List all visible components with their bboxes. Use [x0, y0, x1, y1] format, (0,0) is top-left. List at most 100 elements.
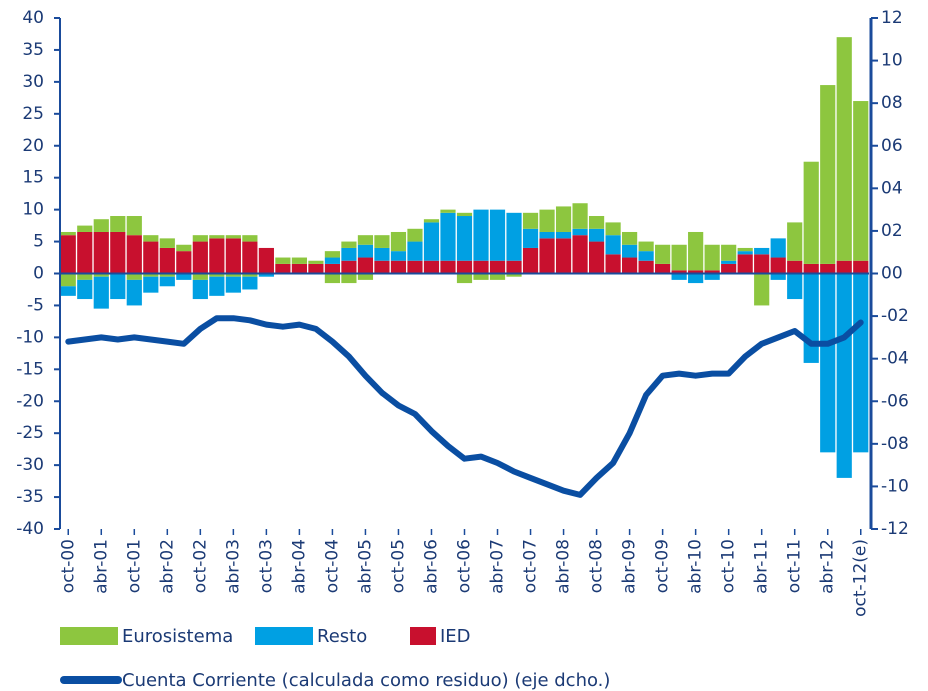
- y2-tick-label: 10: [881, 51, 903, 71]
- bar-segment: [737, 254, 753, 274]
- x-tick-label: abr-07: [488, 539, 508, 594]
- bar-segment: [655, 263, 671, 274]
- y-tick-label: 25: [22, 104, 44, 124]
- bar-segment: [704, 273, 720, 280]
- x-tick-label: abr-06: [421, 539, 441, 594]
- y2-tick-label: 00: [881, 264, 903, 284]
- x-tick-label: oct-03: [256, 539, 276, 593]
- y-tick-label: -5: [27, 295, 44, 315]
- bar-segment: [836, 37, 852, 261]
- y2-tick-label: -08: [881, 434, 909, 454]
- y2-tick-label: 12: [881, 8, 903, 28]
- bar-segment: [176, 273, 192, 280]
- y2-tick-label: 08: [881, 93, 903, 113]
- bar-segment: [192, 235, 208, 242]
- bar-segment: [242, 276, 258, 290]
- bar-segment: [143, 241, 159, 274]
- bar-segment: [60, 273, 76, 287]
- bar-segment: [754, 273, 770, 306]
- bar-segment: [77, 231, 93, 274]
- bar-segment: [754, 254, 770, 274]
- bar-segment: [638, 251, 654, 261]
- bar-segment: [159, 273, 175, 277]
- bar-segment: [159, 238, 175, 248]
- y-tick-label: 40: [22, 8, 44, 28]
- bar-segment: [60, 231, 76, 236]
- bar-segment: [60, 286, 76, 296]
- bar-segment: [110, 273, 126, 300]
- x-tick-label: oct-10: [719, 539, 739, 593]
- bar-segment: [622, 244, 638, 258]
- x-tick-label: abr-03: [223, 539, 243, 594]
- bar-segment: [588, 241, 605, 274]
- legend-label: Eurosistema: [122, 626, 233, 647]
- bar-segment: [423, 219, 440, 223]
- x-tick-label: oct-02: [190, 539, 210, 593]
- bar-segment: [688, 273, 704, 284]
- bar-segment: [473, 209, 489, 261]
- bar-segment: [787, 260, 803, 274]
- bar-segment: [209, 273, 225, 277]
- bar-segment: [192, 273, 208, 280]
- y2-tick-label: -10: [881, 476, 909, 496]
- bar-segment: [291, 263, 307, 274]
- bar-segment: [688, 231, 704, 271]
- bar-segment: [324, 257, 341, 264]
- bar-segment: [258, 247, 274, 274]
- bar-segment: [143, 273, 159, 277]
- bar-segment: [275, 257, 291, 264]
- bar-segment: [308, 260, 324, 264]
- y-tick-label: 15: [22, 168, 44, 188]
- bar-segment: [143, 276, 159, 293]
- y2-tick-label: 04: [881, 178, 903, 198]
- bar-segment: [374, 235, 390, 248]
- y2-tick-label: -02: [881, 306, 909, 326]
- bar-segment: [126, 216, 142, 236]
- bar-segment: [341, 241, 357, 248]
- bar-segment: [506, 260, 522, 274]
- bar-segment: [704, 244, 720, 271]
- bar-segment: [622, 231, 638, 245]
- bar-segment: [588, 228, 605, 242]
- bar-segment: [671, 270, 687, 274]
- bar-segment: [588, 216, 605, 229]
- bar-segment: [671, 244, 687, 271]
- bar-segment: [242, 235, 258, 242]
- bar-segment: [671, 273, 687, 280]
- bar-segment: [655, 244, 671, 264]
- bar-segment: [357, 257, 374, 274]
- bar-segment: [770, 238, 786, 258]
- legend-label: Cuenta Corriente (calculada como residuo…: [122, 670, 610, 691]
- bar-segment: [820, 263, 836, 274]
- y2-tick-label: -12: [881, 519, 909, 539]
- bar-segment: [456, 260, 473, 274]
- bar-segment: [688, 270, 704, 274]
- bar-segment: [605, 254, 621, 274]
- x-tick-label: oct-07: [521, 539, 541, 593]
- bar-segment: [423, 260, 440, 274]
- bar-segment: [308, 263, 324, 274]
- x-tick-label: abr-12: [818, 539, 838, 594]
- x-tick-label: oct-04: [322, 539, 342, 593]
- x-tick-label: abr-02: [157, 539, 177, 594]
- bar-segment: [275, 263, 291, 274]
- bar-segment: [110, 231, 126, 274]
- bar-segment: [506, 212, 522, 261]
- y-tick-label: 35: [22, 40, 44, 60]
- bar-segment: [225, 273, 241, 277]
- y2-tick-label: -04: [881, 349, 909, 369]
- bar-segment: [473, 260, 489, 274]
- bar-segment: [737, 251, 753, 255]
- bar-segment: [721, 244, 737, 261]
- bar-segment: [473, 273, 489, 280]
- bar-segment: [324, 251, 341, 258]
- bar-segment: [407, 241, 423, 261]
- bar-segment: [357, 244, 374, 258]
- bar-segment: [192, 241, 208, 274]
- bar-segment: [721, 263, 737, 274]
- bar-segment: [324, 263, 341, 274]
- bar-segment: [341, 273, 357, 284]
- x-tick-label: oct-06: [455, 539, 475, 593]
- bar-segment: [192, 279, 208, 300]
- y-tick-label: -20: [16, 391, 44, 411]
